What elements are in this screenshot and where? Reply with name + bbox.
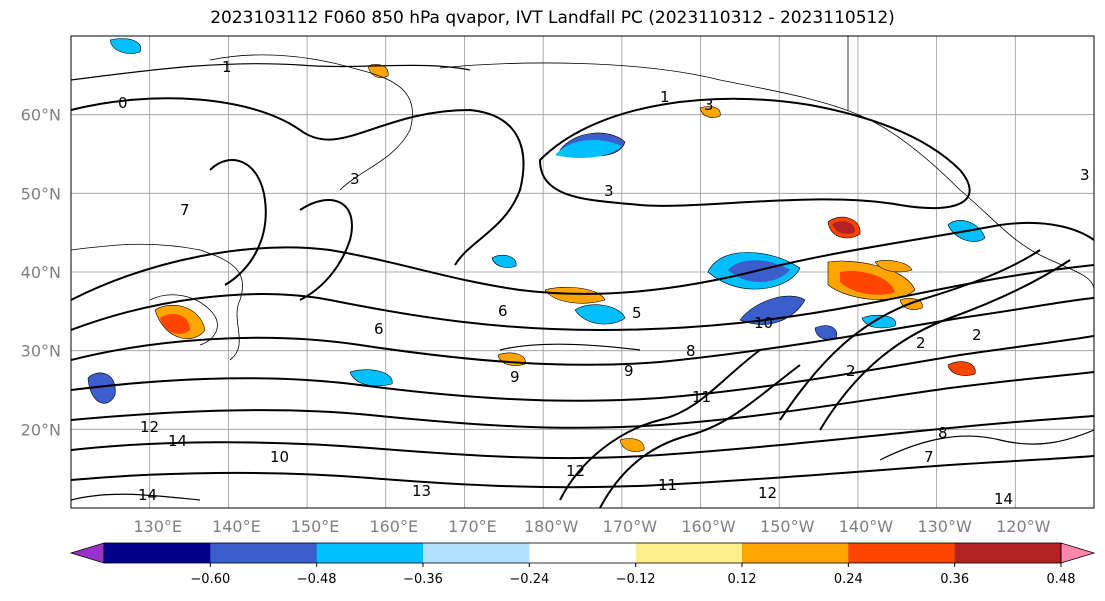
longitude-label: 150°E <box>291 517 340 536</box>
contour-labels: 0 1 1 3 3 3 3 2 2 5 6 6 7 8 9 10 11 12 1… <box>118 58 1090 508</box>
contour-label: 14 <box>168 432 187 450</box>
contour-label: 8 <box>938 424 948 442</box>
negative-anomaly-patch <box>555 139 622 159</box>
longitude-label: 160°W <box>681 517 736 536</box>
colorbar-tick-label: −0.24 <box>509 572 549 587</box>
contour-label: 2 <box>972 326 982 344</box>
positive-anomaly-patch <box>832 221 856 234</box>
contour-label: 9 <box>624 362 634 380</box>
contour-label: 3 <box>604 182 614 200</box>
contour-label: 1 <box>660 88 670 106</box>
contour-label: 10 <box>754 314 773 332</box>
longitude-label: 120°W <box>996 517 1051 536</box>
colorbar-outline <box>103 542 1062 564</box>
colorbar-segment <box>316 543 424 563</box>
latitude-label: 50°N <box>21 184 61 203</box>
contour-label: 8 <box>686 342 696 360</box>
map-plot-area: 0 1 1 3 3 3 3 2 2 5 6 6 7 8 9 10 11 12 1… <box>71 36 1094 508</box>
colorbar-tick-label: −0.12 <box>616 572 656 587</box>
latitude-label: 30°N <box>21 342 61 361</box>
negative-anomaly-patch <box>739 295 806 325</box>
contour-label: 3 <box>350 170 360 188</box>
latitude-label: 60°N <box>21 106 61 125</box>
contour-label: 7 <box>180 201 190 219</box>
colorbar-segment <box>423 543 530 563</box>
colorbar-tick-label: −0.36 <box>403 572 443 587</box>
contour-label: 2 <box>916 334 926 352</box>
colorbar-segment <box>742 543 849 563</box>
positive-anomaly-patch <box>840 270 895 295</box>
colorbar-tick-label: 0.36 <box>940 572 969 587</box>
contour-label: 11 <box>658 476 677 494</box>
contour-label: 14 <box>994 490 1013 508</box>
contour-label: 7 <box>924 448 934 466</box>
latitude-labels: 60°N 50°N 40°N 30°N 20°N <box>21 106 61 440</box>
contour-label: 10 <box>270 448 289 466</box>
contour-label: 3 <box>1080 166 1090 184</box>
positive-anomaly-patch <box>874 260 913 273</box>
contour-label: 5 <box>632 304 642 322</box>
colorbar-tick-label: 0.12 <box>728 572 757 587</box>
longitude-label: 140°W <box>839 517 894 536</box>
negative-anomaly-patch <box>574 304 626 325</box>
map-border <box>70 35 1095 509</box>
colorbar <box>69 542 1096 564</box>
contour-label: 11 <box>692 388 711 406</box>
contour-label: 12 <box>140 418 159 436</box>
colorbar-tick-label: −0.48 <box>297 572 337 587</box>
ivt-contours-thin <box>71 63 1094 501</box>
positive-anomaly-patch <box>160 314 190 334</box>
contour-label: 12 <box>566 462 585 480</box>
contour-label: 1 <box>222 58 232 76</box>
latitude-label: 40°N <box>21 263 61 282</box>
colorbar-tick-label: 0.24 <box>834 572 863 587</box>
negative-anomaly-patch <box>109 38 142 54</box>
negative-anomaly-patch <box>491 254 517 268</box>
contour-label: 2 <box>846 362 856 380</box>
contour-label: 3 <box>704 96 714 114</box>
positive-anomaly-patch <box>544 286 606 304</box>
negative-anomaly-patch <box>349 369 393 387</box>
colorbar-ticks: −0.60 −0.48 −0.36 −0.24 −0.12 0.12 0.24 0.36 0.4… <box>190 563 1076 587</box>
colorbar-segment <box>104 543 211 563</box>
colorbar-segment <box>635 543 743 563</box>
longitude-label: 170°W <box>603 517 658 536</box>
negative-anomaly-patch <box>87 372 116 404</box>
longitude-label: 130°E <box>133 517 182 536</box>
contour-label: 9 <box>510 368 520 386</box>
contour-label: 12 <box>758 484 777 502</box>
longitude-label: 140°E <box>212 517 261 536</box>
longitude-label: 130°W <box>917 517 972 536</box>
contour-label: 14 <box>138 486 157 504</box>
contour-label: 6 <box>374 320 384 338</box>
ivt-contours <box>71 97 1094 508</box>
contour-label: 0 <box>118 94 128 112</box>
map-title: 2023103112 F060 850 hPa qvapor, IVT Land… <box>210 8 895 28</box>
colorbar-segment <box>210 543 318 563</box>
colorbar-segment <box>954 543 1062 563</box>
longitude-label: 170°E <box>448 517 497 536</box>
colorbar-tick-label: 0.48 <box>1047 572 1076 587</box>
positive-anomaly-patch <box>699 106 721 118</box>
colorbar-tick-label: −0.60 <box>190 572 230 587</box>
longitude-label: 160°E <box>369 517 418 536</box>
positive-anomaly-patch <box>947 361 976 376</box>
gridlines <box>71 36 1094 508</box>
contour-label: 13 <box>412 482 431 500</box>
colorbar-segment <box>848 543 956 563</box>
longitude-labels: 130°E 140°E 150°E 160°E 170°E 180°W 170°W 160°W… <box>133 517 1050 536</box>
latitude-label: 20°N <box>21 420 61 439</box>
colorbar-extend-low <box>69 542 105 564</box>
contour-label: 6 <box>498 302 508 320</box>
colorbar-segment <box>529 543 637 563</box>
colorbar-extend-high <box>1060 542 1096 564</box>
positive-anomaly-patch <box>619 438 645 452</box>
longitude-label: 150°W <box>760 517 815 536</box>
longitude-label: 180°W <box>524 517 579 536</box>
